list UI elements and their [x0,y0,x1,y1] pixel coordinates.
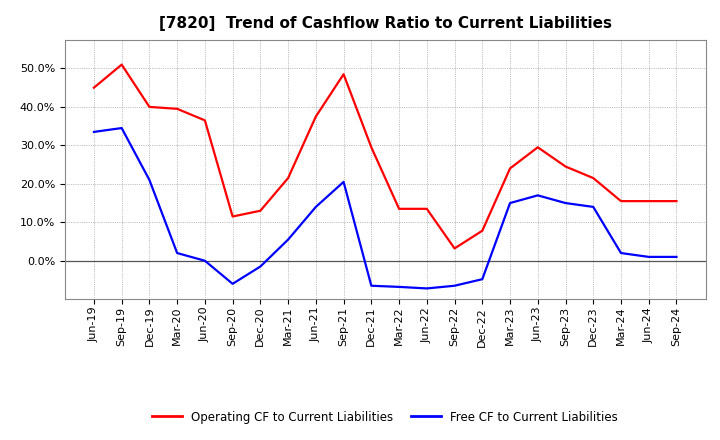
Legend: Operating CF to Current Liabilities, Free CF to Current Liabilities: Operating CF to Current Liabilities, Fre… [148,406,623,428]
Title: [7820]  Trend of Cashflow Ratio to Current Liabilities: [7820] Trend of Cashflow Ratio to Curren… [158,16,612,32]
